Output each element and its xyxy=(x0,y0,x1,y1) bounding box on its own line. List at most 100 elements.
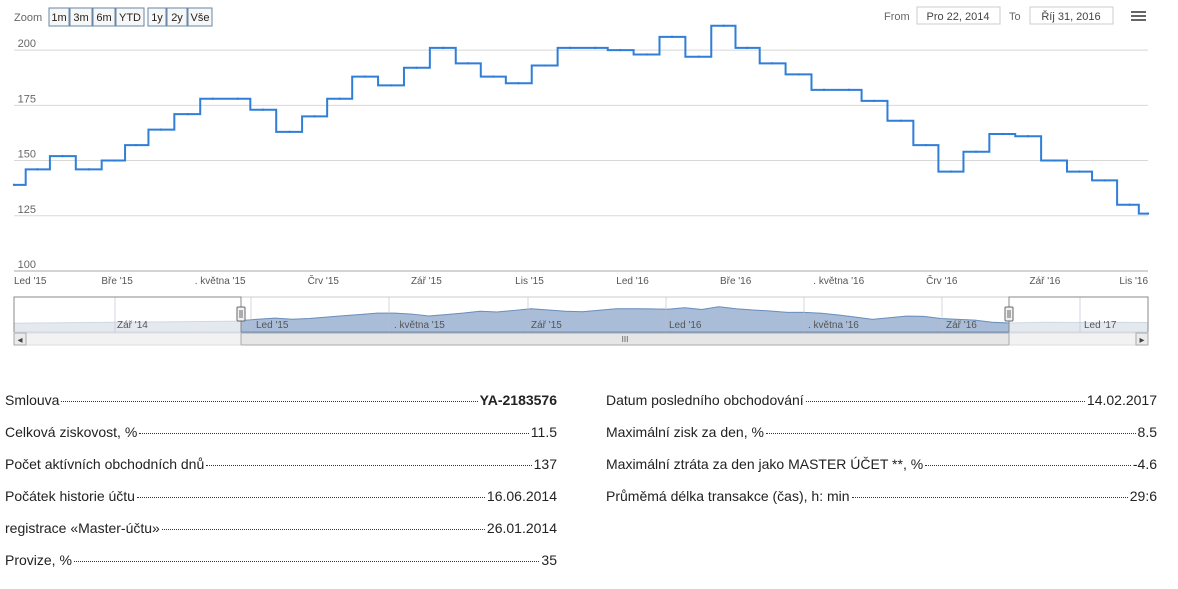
stat-label: Počátek historie účtu xyxy=(5,488,135,504)
data-point xyxy=(313,115,316,118)
from-date-input-box[interactable] xyxy=(916,6,1001,25)
scrollbar-thumb[interactable] xyxy=(240,332,1010,346)
stat-value: 137 xyxy=(533,456,557,472)
zoom-button-vše[interactable]: Vše xyxy=(187,7,213,27)
data-point xyxy=(211,97,214,100)
stat-row: Průměmá délka transakce (čas), h: min 29:… xyxy=(606,488,1157,520)
zoom-button-label: YTD xyxy=(119,12,141,24)
x-tick-label: . května '15 xyxy=(195,276,246,287)
x-tick-label: Bře '15 xyxy=(101,276,133,287)
zoom-button-label: 1m xyxy=(51,12,66,24)
scroll-arrow-glyph: ◂ xyxy=(17,335,22,346)
to-date-input[interactable]: Říj 31, 2016 xyxy=(1041,10,1100,23)
zoom-button-label: 2y xyxy=(171,12,183,24)
stat-value: 14.02.2017 xyxy=(1086,392,1157,408)
stat-value: YA-2183576 xyxy=(479,392,557,408)
data-point xyxy=(61,154,64,158)
from-label: From xyxy=(884,11,910,23)
to-date-input-box[interactable] xyxy=(1029,6,1114,25)
series-line xyxy=(14,24,1148,215)
dotted-leader xyxy=(61,401,478,402)
zoom-button-label: 6m xyxy=(96,12,111,24)
data-point xyxy=(36,168,39,171)
stat-label: Provize, % xyxy=(5,552,72,568)
data-point xyxy=(847,88,851,92)
stat-value: 16.06.2014 xyxy=(486,488,557,504)
stat-row: registrace «Master-účtu» 26.01.2014 xyxy=(5,520,557,552)
data-point xyxy=(363,75,366,78)
plot-grid xyxy=(14,49,1148,272)
data-point xyxy=(899,119,903,122)
navigator-label: Zář '15 xyxy=(531,320,562,331)
data-point xyxy=(822,88,826,92)
stat-value: 26.01.2014 xyxy=(486,520,557,536)
account-stats-left: Smlouva YA-2183576 Celková ziskovost, % 11.… xyxy=(5,392,557,584)
y-tick-label: 200 xyxy=(18,38,36,50)
zoom-button-6m[interactable]: 6m xyxy=(92,7,116,27)
stat-label: Maximální ztráta za den jako MASTER ÚČET… xyxy=(606,456,924,472)
zoom-label: Zoom xyxy=(14,12,42,24)
scroll-left-arrow-icon[interactable]: ◂ xyxy=(13,332,27,346)
x-tick-label: Zář '15 xyxy=(411,276,442,287)
zoom-button-group: 1m 3m 6m YTD 1y 2y Vše xyxy=(48,7,213,27)
data-point xyxy=(619,48,622,52)
stock-chart: Zoom 1m 3m 6m YTD 1y 2y Vše From Pro 22, 2014 … xyxy=(12,6,1150,346)
data-point xyxy=(467,62,470,65)
zoom-button-label: Vše xyxy=(191,12,210,24)
data-point xyxy=(492,75,495,78)
x-axis-labels: Led '15 Bře '15 . května '15 Črv '15 Zář '15… xyxy=(14,274,1148,287)
navigator-label: Zář '14 xyxy=(117,320,148,331)
data-point xyxy=(236,97,239,100)
data-point xyxy=(924,143,928,147)
stat-value: 8.5 xyxy=(1137,424,1157,440)
stat-label: Celková ziskovost, % xyxy=(5,424,138,440)
data-point xyxy=(1026,135,1029,138)
zoom-button-1y[interactable]: 1y xyxy=(147,7,167,27)
data-point xyxy=(697,55,700,58)
scroll-right-arrow-icon[interactable]: ▸ xyxy=(1135,332,1149,346)
zoom-button-3m[interactable]: 3m xyxy=(69,7,93,27)
y-tick-label: 125 xyxy=(18,204,36,216)
data-point xyxy=(543,64,547,67)
zoom-button-2y[interactable]: 2y xyxy=(166,7,188,27)
zoom-button-ytd[interactable]: YTD xyxy=(115,7,145,27)
data-point xyxy=(87,168,91,171)
data-point xyxy=(159,128,163,131)
navigator-handle-left[interactable] xyxy=(236,306,246,322)
data-point xyxy=(1053,159,1056,162)
data-point xyxy=(949,170,953,173)
navigator-label: . května '15 xyxy=(394,320,445,331)
y-tick-label: 150 xyxy=(18,149,36,161)
dotted-leader xyxy=(73,561,540,562)
data-point xyxy=(974,150,978,153)
stat-value: 29:6 xyxy=(1129,488,1157,504)
zoom-button-1m[interactable]: 1m xyxy=(48,7,70,27)
data-point xyxy=(1103,179,1106,182)
data-point xyxy=(722,24,725,27)
data-point xyxy=(113,159,116,162)
from-date-input[interactable]: Pro 22, 2014 xyxy=(927,11,990,23)
scrollbar-grip-icon: III xyxy=(622,335,629,344)
navigator-handle-right[interactable] xyxy=(1004,306,1014,322)
x-tick-label: Led '15 xyxy=(14,276,47,287)
dotted-leader xyxy=(139,433,529,434)
hamburger-menu-icon[interactable] xyxy=(1126,6,1150,26)
data-point xyxy=(593,46,597,50)
navigator[interactable]: Zář '14 Led '15 . května '15 Zář '15 Led '16… xyxy=(13,296,1149,346)
data-point xyxy=(186,112,189,116)
dotted-leader xyxy=(925,465,1131,466)
stat-label: Smlouva xyxy=(5,392,60,408)
account-stats-right: Datum posledního obchodování 14.02.2017 Ma… xyxy=(606,392,1157,520)
x-tick-label: Lis '15 xyxy=(515,276,544,287)
data-point xyxy=(12,183,16,187)
zoom-button-label: 3m xyxy=(73,12,88,24)
stat-label: Počet aktívních obchodních dnů xyxy=(5,456,205,472)
stat-value: 35 xyxy=(541,552,557,568)
stat-label: Datum posledního obchodování xyxy=(606,392,804,408)
data-point xyxy=(134,143,138,147)
stat-row: Smlouva YA-2183576 xyxy=(5,392,557,424)
y-axis-labels: 100 125 150 175 200 xyxy=(18,38,36,271)
stat-label: Průměmá délka transakce (čas), h: min xyxy=(606,488,850,504)
data-point xyxy=(517,82,520,85)
data-point xyxy=(442,46,445,50)
